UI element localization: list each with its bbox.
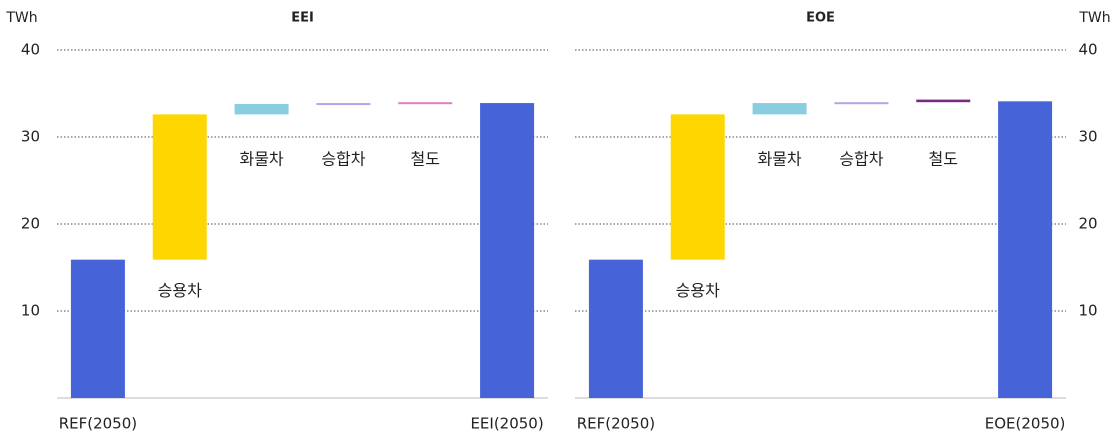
bar [834, 102, 889, 105]
bar [670, 114, 725, 260]
category-label: 화물차 [239, 150, 283, 169]
category-label: 승합차 [839, 150, 883, 169]
y-tick-label: 30 [21, 128, 40, 146]
category-label: 화물차 [757, 150, 801, 169]
y-tick-label: 10 [1078, 302, 1097, 320]
category-label: 철도 [411, 150, 440, 169]
category-label: 승합차 [321, 150, 365, 169]
bar [916, 99, 971, 103]
bar [480, 103, 535, 398]
y-tick-label: 20 [1078, 215, 1097, 233]
bar [398, 102, 453, 105]
category-label: REF(2050) [59, 415, 137, 433]
bar [998, 101, 1053, 398]
category-label: 승용차 [676, 281, 720, 300]
y-tick-label: 20 [21, 215, 40, 233]
chart-title: EOE [806, 11, 835, 26]
category-label: EEI(2050) [470, 415, 543, 433]
category-label: 철도 [929, 150, 958, 169]
category-label: EOE(2050) [985, 415, 1066, 433]
category-label: REF(2050) [577, 415, 655, 433]
axis-label: TWh [5, 10, 37, 26]
y-tick-label: 40 [21, 41, 40, 59]
bar [152, 114, 207, 260]
bar [752, 103, 807, 115]
bar [316, 103, 371, 106]
axis-label: TWh [1078, 10, 1110, 26]
bar [234, 103, 289, 115]
y-tick-label: 10 [21, 302, 40, 320]
y-tick-label: 30 [1078, 128, 1097, 146]
y-tick-label: 40 [1078, 41, 1097, 59]
bar [70, 259, 125, 398]
chart-title: EEI [291, 11, 314, 26]
category-label: 승용차 [158, 281, 202, 300]
bar [588, 259, 643, 398]
